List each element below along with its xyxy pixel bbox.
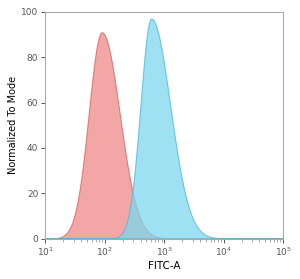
X-axis label: FITC-A: FITC-A bbox=[148, 261, 181, 271]
Y-axis label: Normalized To Mode: Normalized To Mode bbox=[8, 76, 18, 174]
